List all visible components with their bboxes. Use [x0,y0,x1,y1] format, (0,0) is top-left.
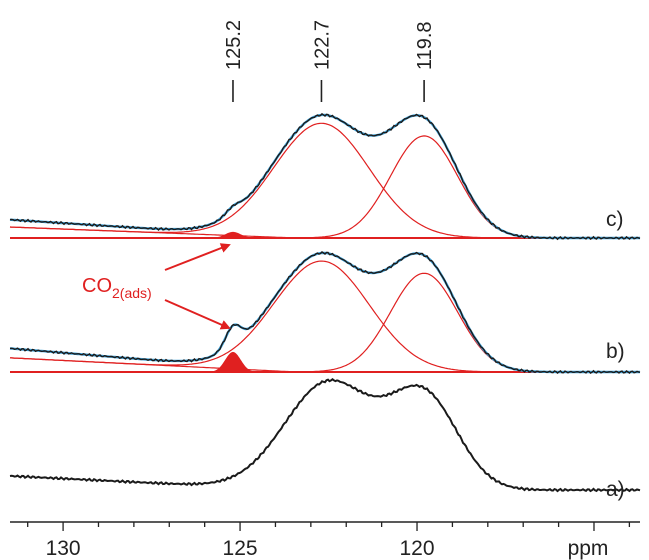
trace-c: c) [9,112,641,241]
annotation-arrow-c [164,243,231,271]
trace-label: b) [606,340,625,363]
experimental-spectrum [9,250,641,375]
x-tick-label: 120 [399,537,434,560]
peak-label: 125.2 [223,20,245,70]
trace-label: a) [606,478,625,501]
trace-b: b) [9,250,641,375]
fit-total [9,113,640,240]
x-axis: 130 125 120 ppm [10,521,640,560]
peak-marker: 125.2 [223,20,245,102]
peak-markers: 125.2 122.7 119.8 [223,20,436,102]
peak-marker: 119.8 [414,21,436,102]
trace-a: a) [9,378,641,501]
x-tick-label: 130 [46,537,81,560]
co2-annotation: CO2(ads) [82,243,231,330]
trace-label: c) [606,208,624,231]
co2-ads-label: CO2(ads) [82,275,152,301]
co2-ads-component [204,231,262,238]
fit-total [9,251,640,374]
peak-label: 122.7 [311,20,333,70]
co2-ads-component [204,351,262,372]
peak-label: 119.8 [414,21,436,70]
fit-component-2 [9,135,640,239]
peak-marker: 122.7 [311,20,333,102]
x-tick-label: 125 [223,537,258,560]
fit-component-1 [9,122,640,239]
x-tick-label: ppm [568,537,609,560]
annotation-arrow-b [164,299,231,330]
spectrum-traces: a) b) c) [9,112,641,501]
experimental-spectrum [9,112,641,241]
experimental-spectrum [9,378,641,493]
